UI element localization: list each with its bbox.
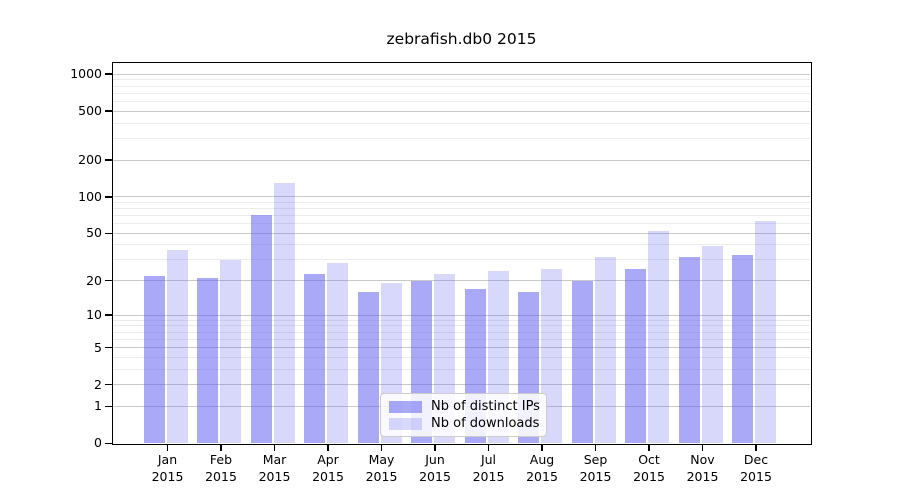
bar-downloads-apr [327,263,348,444]
minor-gridline [113,100,810,102]
major-gridline [113,347,810,349]
y-tick-mark [104,346,112,349]
bar-downloads-sep [594,256,616,444]
legend-item-downloads: Nb of downloads [389,416,540,431]
y-tick-mark [104,110,112,112]
x-tick-mark [487,445,490,451]
bar-downloads-oct [648,231,669,444]
x-tick-label: Dec 2015 [740,452,772,484]
y-tick-mark [104,383,112,386]
x-tick-label: Nov 2015 [686,452,719,484]
y-tick-mark [104,405,112,408]
x-tick-mark [594,445,597,451]
x-tick-label: Jun 2015 [419,452,451,484]
y-tick-label: 500 [78,103,102,119]
y-tick-label: 0 [94,435,102,451]
legend-swatch-distinct-ips-icon [389,400,422,413]
y-tick-label: 2 [94,376,102,392]
x-tick-mark [434,445,436,451]
x-tick-label: May 2015 [365,452,398,484]
bar-distinct-ips-sep [571,280,593,444]
x-tick-label: Jan 2015 [151,452,184,484]
y-tick-mark [104,159,112,161]
major-gridline [113,280,810,282]
bar-distinct-ips-may [357,291,379,444]
bar-distinct-ips-feb [197,278,218,444]
y-tick-label: 1 [94,398,102,414]
x-tick-mark [648,445,650,451]
major-gridline [113,73,810,75]
legend-swatch-downloads-icon [389,417,422,430]
y-tick-label: 100 [78,188,102,204]
x-tick-mark [755,445,757,451]
y-tick-mark [104,232,112,235]
y-tick-label: 200 [78,152,102,167]
x-tick-mark [701,445,704,451]
bar-distinct-ips-oct [625,269,646,444]
minor-gridline [113,244,810,246]
x-tick-label: Oct 2015 [633,452,665,484]
minor-gridline [113,325,810,327]
bar-distinct-ips-nov [678,256,700,444]
y-tick-mark [104,73,112,75]
minor-gridline [113,85,810,87]
chart-title: zebrafish.db0 2015 [386,30,537,48]
major-gridline [113,196,810,198]
bar-downloads-mar [273,182,295,444]
x-tick-mark [166,445,169,451]
bar-downloads-jan [166,250,188,444]
legend-label-distinct-ips: Nb of distinct IPs [431,399,540,414]
y-tick-label: 20 [86,272,102,288]
major-gridline [113,314,810,316]
minor-gridline [113,368,810,370]
x-tick-label: Feb 2015 [205,452,237,484]
minor-gridline [113,338,810,340]
minor-gridline [113,331,810,333]
bar-distinct-ips-apr [304,273,325,444]
x-tick-mark [220,445,222,451]
major-gridline [113,232,810,234]
minor-gridline [113,122,810,124]
y-tick-label: 1000 [70,66,102,82]
legend: Nb of distinct IPs Nb of downloads [380,393,547,437]
legend-item-distinct-ips: Nb of distinct IPs [389,399,540,414]
x-tick-label: Apr 2015 [312,452,344,484]
x-tick-label: Mar 2015 [258,452,291,484]
x-tick-label: Jul 2015 [472,452,505,484]
bar-distinct-ips-dec [732,254,753,444]
x-tick-label: Aug 2015 [526,452,558,484]
x-tick-mark [541,445,543,451]
minor-gridline [113,215,810,217]
bar-downloads-feb [220,259,241,444]
minor-gridline [113,79,810,81]
major-gridline [113,384,810,386]
x-tick-mark [273,445,276,451]
bar-downloads-nov [701,246,723,444]
y-tick-mark [104,442,112,445]
y-tick-label: 50 [86,225,102,241]
x-tick-label: Sep 2015 [579,452,612,484]
y-tick-mark [104,314,112,316]
y-tick-label: 5 [94,339,102,355]
minor-gridline [113,356,810,358]
minor-gridline [113,259,810,261]
x-tick-mark [380,445,383,451]
major-gridline [113,159,810,161]
bar-downloads-dec [755,221,776,444]
minor-gridline [113,208,810,210]
minor-gridline [113,319,810,321]
minor-gridline [113,137,810,139]
legend-label-downloads: Nb of downloads [431,416,540,431]
y-tick-mark [104,279,112,282]
bar-distinct-ips-mar [250,214,272,444]
y-tick-mark [104,196,112,198]
major-gridline [113,110,810,112]
y-tick-label: 10 [86,307,102,323]
minor-gridline [113,201,810,203]
x-tick-mark [327,445,329,451]
minor-gridline [113,223,810,225]
bar-distinct-ips-jan [143,275,165,444]
minor-gridline [113,92,810,94]
